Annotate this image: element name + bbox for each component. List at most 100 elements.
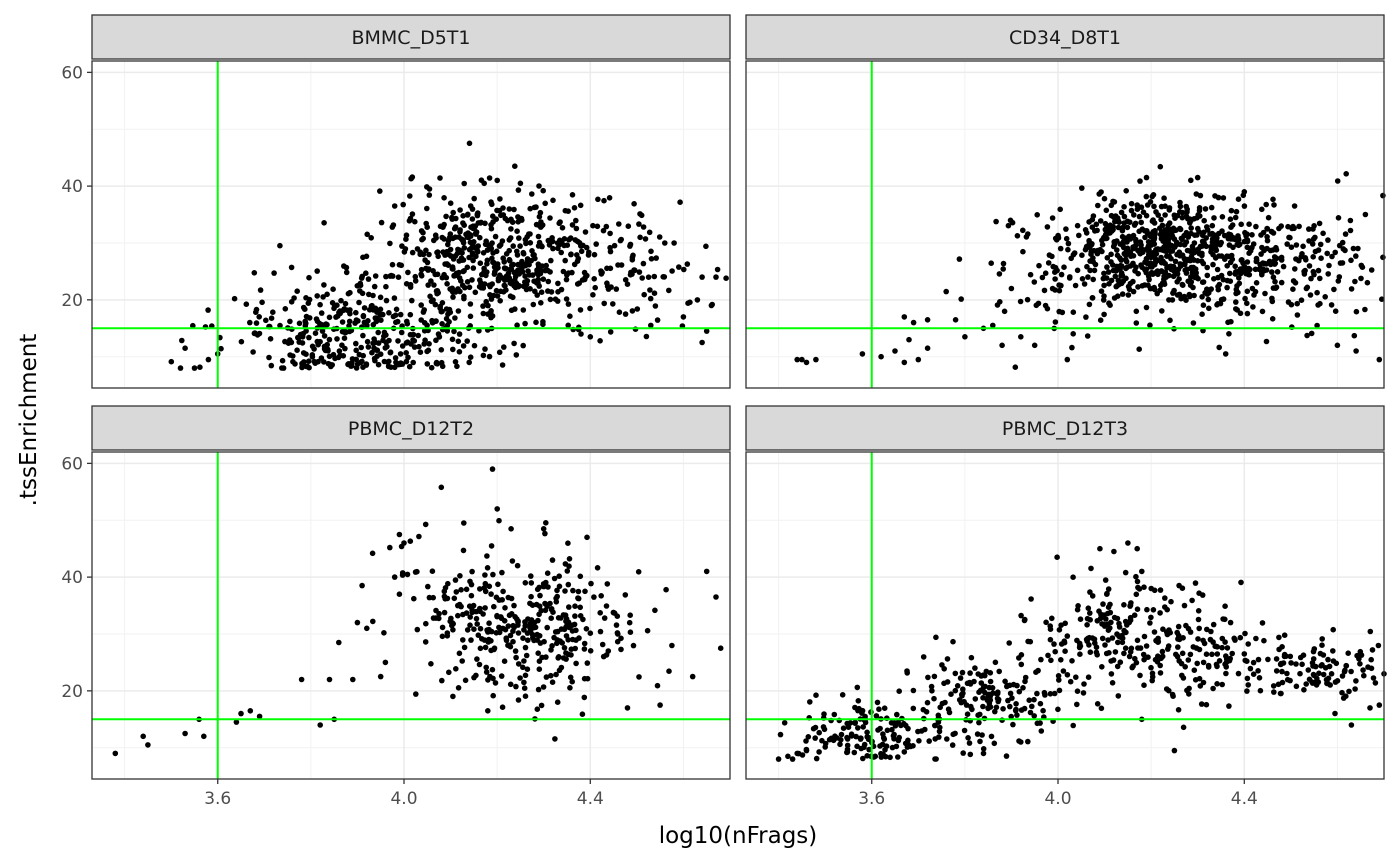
- data-point: [837, 741, 843, 748]
- data-point: [363, 270, 369, 277]
- data-point: [952, 687, 959, 694]
- data-point: [340, 329, 347, 335]
- data-point: [591, 594, 597, 600]
- data-point: [1292, 266, 1298, 272]
- data-point: [1114, 293, 1121, 300]
- data-point: [456, 349, 463, 355]
- data-point: [1234, 307, 1240, 313]
- data-point: [524, 630, 531, 636]
- data-point: [418, 266, 425, 273]
- data-point: [467, 203, 474, 209]
- data-point: [381, 329, 388, 336]
- data-point: [1134, 545, 1140, 552]
- data-point: [1085, 605, 1092, 611]
- data-point: [1148, 242, 1154, 248]
- data-point: [536, 183, 542, 189]
- data-point: [1190, 284, 1196, 291]
- data-point: [477, 260, 484, 267]
- data-point: [182, 730, 188, 737]
- data-point: [570, 587, 576, 594]
- data-point: [441, 221, 447, 228]
- x-tick-label: 4.4: [1231, 789, 1258, 809]
- data-point: [618, 236, 624, 243]
- data-point: [1035, 667, 1041, 674]
- data-point: [340, 353, 347, 359]
- data-point: [1110, 657, 1117, 663]
- data-point: [499, 704, 506, 710]
- data-point: [450, 294, 456, 300]
- data-point: [509, 219, 516, 225]
- data-point: [1334, 342, 1341, 349]
- data-point: [1259, 620, 1266, 626]
- data-point: [507, 632, 514, 639]
- data-point: [1121, 650, 1127, 657]
- data-point: [644, 627, 651, 634]
- data-point: [1148, 254, 1154, 261]
- data-point: [1240, 260, 1246, 266]
- data-point: [1313, 682, 1320, 688]
- data-point: [1304, 284, 1311, 291]
- data-point: [1326, 663, 1333, 670]
- data-point: [1181, 602, 1188, 609]
- data-point: [980, 703, 986, 710]
- data-point: [1133, 591, 1140, 598]
- data-point: [566, 604, 572, 610]
- data-point: [548, 257, 554, 264]
- data-point: [1157, 163, 1164, 170]
- data-point: [318, 355, 325, 361]
- data-point: [527, 600, 533, 607]
- data-point: [1193, 273, 1200, 280]
- data-point: [645, 274, 652, 281]
- data-point: [1180, 724, 1187, 731]
- data-point: [844, 749, 850, 756]
- data-point: [354, 619, 361, 626]
- data-point: [386, 358, 392, 365]
- data-point: [1380, 254, 1386, 261]
- data-point: [399, 570, 406, 576]
- data-point: [567, 674, 574, 681]
- data-point: [496, 624, 502, 631]
- data-point: [577, 613, 584, 619]
- data-point: [486, 246, 493, 252]
- data-point: [1158, 216, 1164, 223]
- data-point: [1098, 189, 1104, 195]
- data-point: [1325, 656, 1331, 663]
- data-point: [1227, 270, 1233, 277]
- data-point: [1322, 294, 1328, 300]
- data-point: [1155, 635, 1161, 642]
- data-point: [543, 654, 549, 660]
- data-point: [1139, 226, 1146, 232]
- data-point: [329, 300, 336, 306]
- data-point: [1293, 661, 1299, 667]
- data-point: [1151, 232, 1158, 238]
- data-point: [1343, 171, 1349, 177]
- data-point: [277, 242, 283, 249]
- data-point: [233, 719, 240, 725]
- data-point: [490, 219, 496, 225]
- data-point: [916, 738, 922, 744]
- data-point: [1119, 639, 1126, 646]
- data-point: [1198, 258, 1205, 265]
- data-point: [684, 261, 691, 267]
- data-point: [569, 269, 575, 276]
- data-point: [343, 269, 350, 276]
- data-point: [1367, 705, 1373, 711]
- data-point: [1224, 284, 1230, 291]
- data-point: [1018, 334, 1024, 340]
- data-point: [1165, 643, 1172, 649]
- data-point: [1210, 685, 1216, 692]
- data-point: [669, 268, 675, 274]
- data-point: [1120, 244, 1127, 251]
- data-point: [993, 218, 999, 225]
- data-point: [1181, 232, 1188, 239]
- data-point: [1095, 202, 1101, 209]
- data-point: [488, 543, 495, 549]
- data-point: [422, 639, 429, 645]
- data-point: [641, 291, 647, 298]
- data-point: [1208, 628, 1214, 635]
- data-point: [550, 197, 556, 204]
- data-point: [680, 314, 687, 320]
- data-point: [501, 344, 507, 350]
- data-point: [1070, 574, 1076, 580]
- data-point: [1199, 294, 1205, 300]
